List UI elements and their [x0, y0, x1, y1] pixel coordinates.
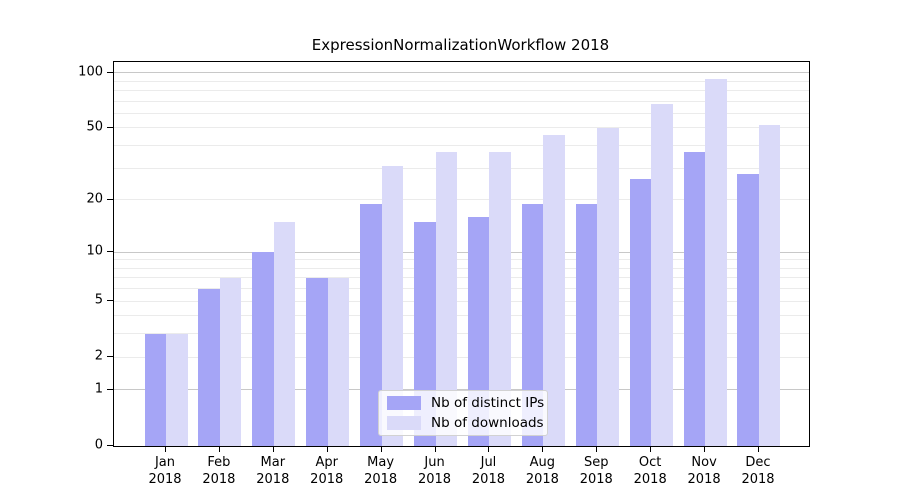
y-tick-label-100: 100	[78, 64, 103, 80]
y-tick-50	[107, 126, 113, 128]
bar-downloads-Oct	[651, 103, 673, 446]
x-tick-Feb	[218, 446, 220, 452]
x-tick-Aug	[542, 446, 544, 452]
x-tick-label-Mar: Mar 2018	[256, 455, 290, 487]
legend-label-downloads: Nb of downloads	[431, 415, 544, 431]
y-gridline-7	[114, 277, 809, 279]
legend-swatch-ips	[387, 396, 421, 410]
y-tick-20	[107, 198, 113, 200]
y-tick-label-10: 10	[86, 243, 103, 259]
y-gridline-8	[114, 267, 809, 269]
bar-downloads-Jul	[489, 151, 511, 446]
y-gridline-9	[114, 259, 809, 261]
x-tick-Dec	[757, 446, 759, 452]
y-tick-100	[107, 71, 113, 73]
bar-ips-May	[360, 203, 382, 446]
bar-ips-Jun	[414, 221, 436, 446]
y-gridline-70	[114, 100, 809, 102]
bar-ips-Apr	[306, 277, 328, 446]
y-tick-label-50: 50	[86, 119, 103, 135]
bar-ips-Nov	[683, 151, 706, 446]
y-tick-label-20: 20	[86, 191, 103, 207]
x-tick-Sep	[596, 446, 598, 452]
y-gridline-10	[114, 251, 809, 253]
y-tick-10	[107, 251, 113, 253]
bar-ips-Dec	[737, 173, 759, 446]
bar-downloads-Apr	[327, 277, 350, 446]
bar-ips-Jan	[144, 333, 166, 446]
y-gridline-40	[114, 145, 809, 147]
x-tick-Jul	[488, 446, 490, 452]
bar-downloads-Aug	[543, 134, 565, 446]
x-tick-Jun	[434, 446, 436, 452]
x-tick-Nov	[704, 446, 706, 452]
y-gridline-80	[114, 90, 809, 92]
y-gridline-2	[114, 356, 809, 358]
y-gridline-50	[114, 127, 809, 129]
legend: Nb of distinct IPs Nb of downloads	[378, 390, 548, 436]
legend-label-distinct-ips: Nb of distinct IPs	[431, 395, 545, 411]
y-tick-label-0: 0	[94, 437, 103, 453]
x-tick-label-Sep: Sep 2018	[579, 455, 613, 487]
bar-ips-Jul	[467, 216, 490, 446]
y-gridline-20	[114, 199, 809, 201]
y-gridline-60	[114, 113, 809, 114]
bar-downloads-Jun	[435, 151, 458, 446]
legend-swatch-downloads	[387, 416, 421, 430]
y-tick-label-1: 1	[94, 381, 103, 397]
x-tick-Jan	[165, 446, 166, 452]
x-tick-label-May: May 2018	[364, 455, 398, 487]
bar-downloads-Dec	[758, 124, 781, 446]
bar-downloads-Feb	[219, 277, 242, 446]
y-tick-0	[107, 445, 113, 446]
y-tick-5	[107, 300, 113, 302]
x-tick-Oct	[650, 446, 652, 452]
bar-downloads-Mar	[273, 221, 296, 446]
plot-area: Nb of distinct IPs Nb of downloads	[113, 61, 810, 447]
y-gridline-90	[114, 80, 809, 82]
x-tick-label-Aug: Aug 2018	[525, 455, 559, 487]
bar-downloads-Jan	[166, 333, 188, 446]
x-tick-May	[380, 446, 382, 452]
legend-item-downloads: Nb of downloads	[387, 415, 544, 431]
x-tick-label-Apr: Apr 2018	[310, 455, 344, 487]
bar-ips-Oct	[629, 179, 652, 446]
chart-title: ExpressionNormalizationWorkflow 2018	[311, 36, 610, 54]
x-tick-label-Oct: Oct 2018	[633, 455, 667, 487]
bar-downloads-Nov	[705, 79, 727, 446]
y-gridline-6	[114, 288, 809, 290]
x-tick-label-Feb: Feb 2018	[202, 455, 236, 487]
y-gridline-1	[114, 389, 809, 391]
y-gridline-3	[114, 333, 809, 335]
x-tick-label-Jul: Jul 2018	[471, 455, 505, 487]
x-tick-label-Nov: Nov 2018	[687, 455, 721, 487]
y-gridline-100	[114, 72, 809, 74]
bar-ips-Mar	[252, 252, 274, 446]
bar-downloads-May	[381, 165, 404, 446]
y-tick-label-2: 2	[94, 348, 103, 364]
x-tick-Apr	[326, 446, 328, 452]
y-gridline-4	[114, 315, 809, 317]
legend-item-distinct-ips: Nb of distinct IPs	[387, 395, 544, 411]
y-tick-label-5: 5	[94, 292, 103, 308]
bar-ips-Feb	[198, 288, 220, 446]
bar-ips-Aug	[521, 203, 544, 446]
y-tick-1	[107, 388, 113, 390]
bar-ips-Sep	[575, 203, 598, 446]
bar-downloads-Sep	[597, 127, 619, 446]
x-tick-label-Dec: Dec 2018	[741, 455, 775, 487]
y-tick-2	[107, 356, 113, 358]
x-tick-Mar	[272, 446, 274, 452]
y-gridline-5	[114, 300, 809, 302]
x-tick-label-Jan: Jan 2018	[148, 455, 182, 487]
y-gridline-30	[114, 167, 809, 169]
x-tick-label-Jun: Jun 2018	[417, 455, 452, 487]
